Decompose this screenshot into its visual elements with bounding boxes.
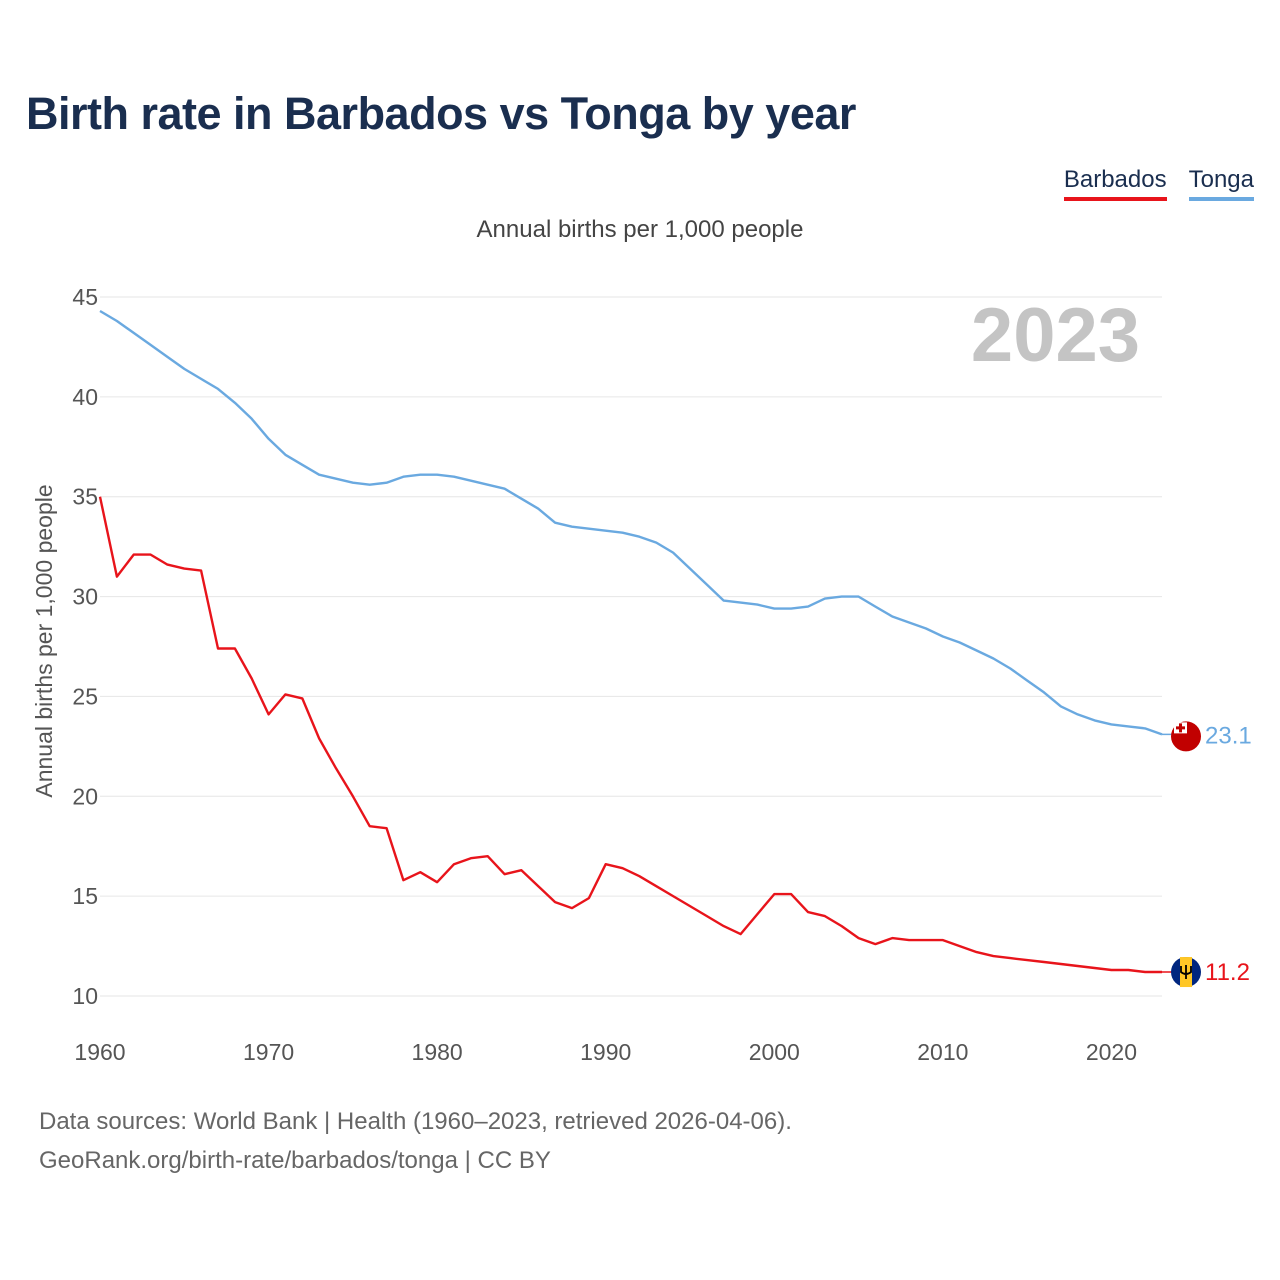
x-tick-label: 1970 [243,1039,294,1065]
y-tick-label: 35 [72,484,98,510]
x-tick-label: 2010 [917,1039,968,1065]
series-line-tonga [99,309,1163,736]
series-line-barbados [98,496,1162,974]
legend-item-tonga[interactable]: Tonga [1188,166,1254,201]
y-tick-label: 30 [72,584,98,610]
x-tick-label: 2020 [1086,1039,1137,1065]
y-axis-label: Annual births per 1,000 people [31,484,57,797]
y-tick-label: 10 [72,983,98,1009]
x-tick-label: 1980 [412,1039,463,1065]
x-tick-label: 1990 [580,1039,631,1065]
barbados-trident-icon [1180,965,1192,980]
chart-subtitle: Annual births per 1,000 people [476,216,804,243]
x-tick-label: 1960 [74,1039,125,1065]
end-value-label-barbados: 11.2 [1205,959,1250,986]
y-tick-label: 15 [72,883,98,909]
year-watermark: 2023 [971,293,1140,378]
attribution-line[interactable]: GeoRank.org/birth-rate/barbados/tonga | … [39,1147,551,1174]
legend-item-barbados[interactable]: Barbados [1063,166,1167,201]
y-tick-label: 25 [72,683,98,709]
data-source-line: Data sources: World Bank | Health (1960–… [39,1108,792,1135]
y-tick-label: 40 [72,384,98,410]
y-tick-label: 20 [72,783,98,809]
legend: Barbados Tonga [1063,166,1254,201]
x-tick-label: 2000 [749,1039,800,1065]
end-value-label-tonga: 23.1 [1205,722,1252,749]
chart-title: Birth rate in Barbados vs Tonga by year [26,88,856,139]
y-tick-label: 45 [72,284,98,310]
tonga-flag-cross-h [1176,726,1185,730]
